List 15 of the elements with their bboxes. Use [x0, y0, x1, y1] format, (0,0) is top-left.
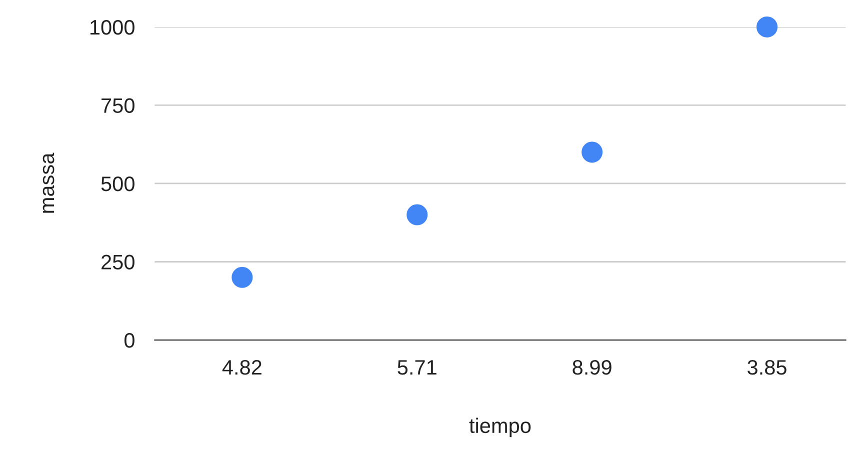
x-tick-label: 3.85 — [748, 360, 786, 375]
y-tick-label: 500 — [101, 176, 134, 192]
point — [232, 266, 253, 288]
y-tick-label: 0 — [124, 333, 134, 348]
y-axis-title: massa — [42, 152, 54, 213]
x-tick-label: 5.71 — [398, 360, 436, 375]
point — [582, 142, 603, 163]
y-tick-label: 250 — [102, 254, 134, 270]
y-tick-label: 1000 — [90, 20, 134, 35]
point — [756, 16, 778, 38]
y-tick-label: 750 — [102, 98, 134, 113]
x-tick-label: 4.82 — [222, 360, 262, 375]
x-tick-label: 8.99 — [572, 360, 612, 375]
x-axis-title: tiempo — [469, 418, 531, 438]
point — [406, 204, 428, 226]
